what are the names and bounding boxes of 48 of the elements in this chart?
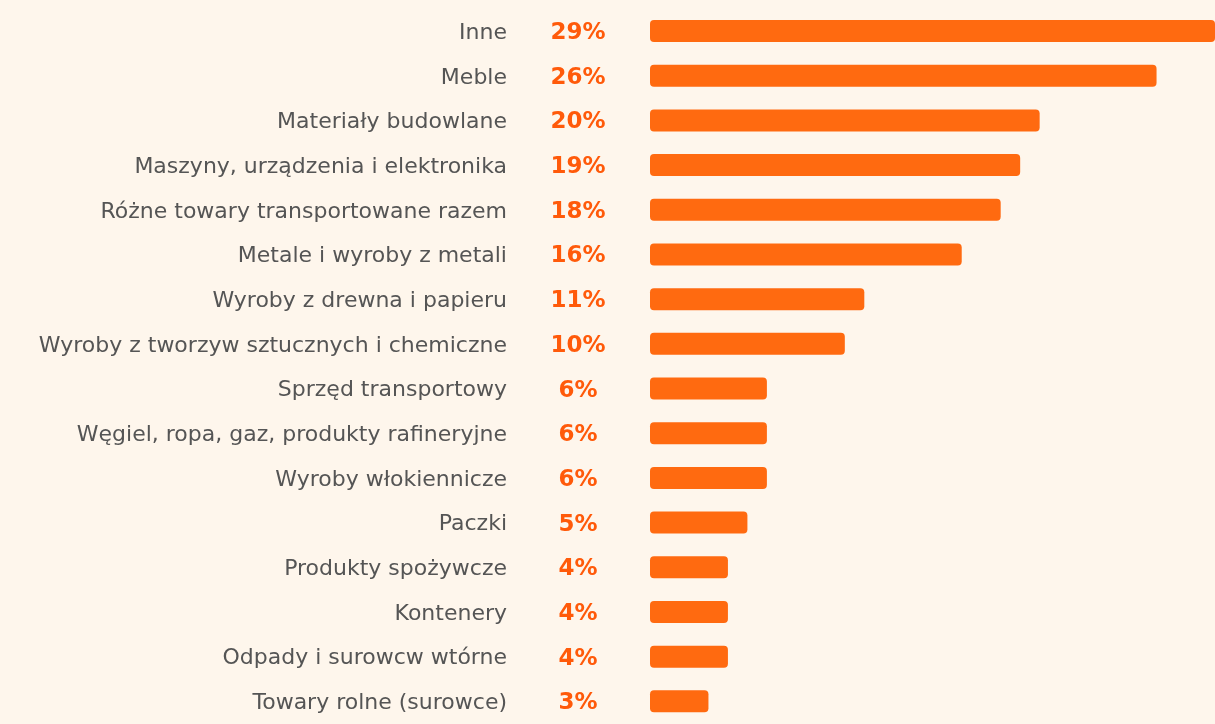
data-label: 26% bbox=[550, 62, 606, 89]
bar bbox=[650, 422, 767, 445]
y-tick-label: Wyroby z tworzyw sztucznych i chemiczne bbox=[38, 331, 507, 357]
bar bbox=[650, 556, 728, 579]
y-tick-label: Materiały budowlane bbox=[277, 108, 507, 134]
bar bbox=[650, 377, 767, 400]
data-label: 4% bbox=[558, 598, 598, 625]
y-tick-label: Odpady i surowcw wtórne bbox=[222, 644, 507, 670]
bar bbox=[650, 64, 1157, 87]
bar bbox=[650, 332, 845, 355]
y-tick-label: Kontenery bbox=[394, 599, 507, 625]
data-label: 4% bbox=[558, 643, 598, 670]
data-label: 16% bbox=[550, 241, 606, 268]
data-label: 29% bbox=[550, 18, 606, 44]
y-tick-label: Produkty spożywcze bbox=[284, 555, 507, 581]
bar bbox=[650, 243, 962, 266]
bar bbox=[650, 690, 709, 713]
bar bbox=[650, 645, 728, 668]
data-label: 19% bbox=[550, 152, 606, 179]
bar bbox=[650, 466, 767, 489]
data-label: 20% bbox=[550, 107, 606, 134]
data-label: 6% bbox=[558, 375, 598, 402]
y-tick-label: Sprzęd transportowy bbox=[277, 376, 507, 402]
data-label: 5% bbox=[558, 509, 598, 536]
y-tick-label: Metale i wyroby z metali bbox=[237, 242, 507, 268]
y-tick-label: Meble bbox=[440, 63, 507, 89]
data-label: 10% bbox=[550, 330, 606, 357]
y-tick-label: Węgiel, ropa, gaz, produkty rafineryjne bbox=[76, 421, 507, 447]
data-label: 6% bbox=[558, 420, 598, 447]
bar bbox=[650, 600, 728, 623]
data-label: 11% bbox=[550, 286, 606, 313]
bar bbox=[650, 154, 1021, 177]
data-label: 3% bbox=[558, 688, 598, 715]
y-tick-label: Paczki bbox=[438, 510, 507, 536]
bar bbox=[650, 198, 1001, 221]
bar bbox=[650, 20, 1215, 42]
y-tick-label: Towary rolne (surowce) bbox=[251, 689, 507, 715]
y-tick-label: Maszyny, urządzenia i elektronika bbox=[134, 152, 507, 178]
data-label: 6% bbox=[558, 464, 598, 491]
data-label: 18% bbox=[550, 196, 606, 223]
y-tick-label: Wyroby włokiennicze bbox=[275, 465, 507, 491]
y-tick-label: Wyroby z drewna i papieru bbox=[212, 286, 507, 312]
data-label: 4% bbox=[558, 554, 598, 581]
bar bbox=[650, 109, 1040, 132]
bar bbox=[650, 288, 865, 311]
bar bbox=[650, 511, 748, 534]
y-tick-label: Inne bbox=[459, 18, 507, 44]
y-tick-label: Różne towary transportowane razem bbox=[100, 197, 507, 223]
